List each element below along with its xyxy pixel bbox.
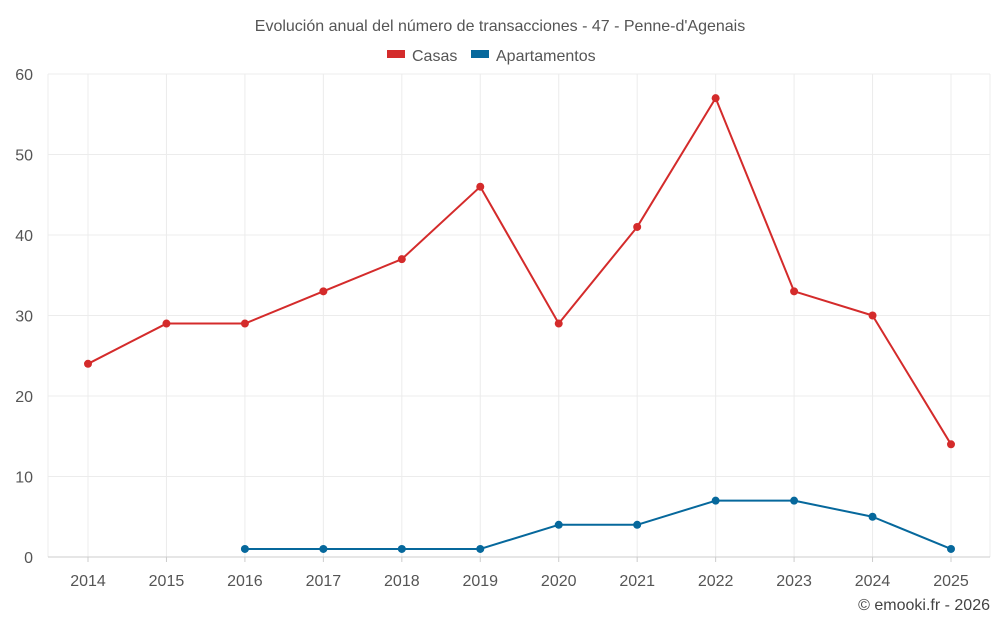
x-tick-label: 2018 (384, 573, 420, 590)
legend-label-casas[interactable]: Casas (412, 48, 457, 65)
y-tick-label: 0 (24, 550, 33, 567)
legend-swatch-apartamentos[interactable] (471, 50, 489, 58)
grid (48, 73, 990, 557)
x-tick-label: 2015 (149, 573, 185, 590)
data-point-casas[interactable] (240, 319, 249, 328)
chart-title: Evolución anual del número de transaccio… (255, 18, 745, 35)
data-point-casas[interactable] (790, 287, 799, 296)
data-point-casas[interactable] (84, 359, 92, 368)
y-tick-label: 60 (15, 67, 33, 84)
x-tick-label: 2022 (698, 573, 734, 590)
data-point-apartamentos[interactable] (319, 544, 328, 553)
x-tick-label: 2023 (776, 573, 812, 590)
x-axis: 2014 2015 2016 2017 2018 2019 2020 2021 2022 2023… (48, 556, 990, 590)
data-point-apartamentos[interactable] (397, 544, 406, 553)
data-point-casas[interactable] (947, 440, 955, 449)
y-tick-label: 30 (15, 309, 33, 326)
legend: Casas Apartamentos (387, 48, 596, 65)
data-point-casas[interactable] (554, 319, 563, 328)
x-tick-label: 2024 (855, 573, 891, 590)
series-line-casas (87, 97, 952, 445)
data-point-casas[interactable] (319, 287, 328, 296)
data-point-casas[interactable] (162, 319, 171, 328)
data-point-casas[interactable] (397, 255, 406, 264)
x-tick-label: 2021 (619, 573, 655, 590)
series (84, 94, 955, 553)
y-tick-label: 20 (15, 389, 33, 406)
data-point-casas[interactable] (633, 222, 642, 231)
data-point-apartamentos[interactable] (711, 496, 720, 505)
data-point-apartamentos[interactable] (240, 544, 249, 553)
data-point-apartamentos[interactable] (476, 544, 485, 553)
y-tick-label: 50 (15, 148, 33, 165)
x-tick-label: 2019 (462, 573, 498, 590)
data-point-apartamentos[interactable] (633, 520, 642, 529)
data-point-apartamentos[interactable] (790, 496, 799, 505)
series-line-apartamentos (244, 499, 952, 550)
data-point-apartamentos[interactable] (554, 520, 563, 529)
legend-swatch-casas[interactable] (387, 50, 405, 58)
y-tick-label: 40 (15, 228, 33, 245)
x-tick-label: 2020 (541, 573, 577, 590)
series-casas (84, 94, 955, 449)
data-point-apartamentos[interactable] (868, 512, 877, 521)
credit: © emooki.fr - 2026 (858, 597, 990, 614)
y-tick-label: 10 (15, 470, 33, 487)
x-tick-label: 2017 (306, 573, 342, 590)
x-tick-label: 2016 (227, 573, 263, 590)
data-point-apartamentos[interactable] (947, 544, 955, 553)
y-axis: 0 10 20 30 40 50 60 (15, 67, 991, 567)
data-point-casas[interactable] (868, 311, 877, 320)
legend-label-apartamentos[interactable]: Apartamentos (496, 48, 596, 65)
x-tick-label: 2025 (933, 573, 969, 590)
data-point-casas[interactable] (476, 182, 485, 191)
x-tick-label: 2014 (70, 573, 106, 590)
series-apartamentos (240, 496, 955, 553)
data-point-casas[interactable] (711, 94, 720, 103)
